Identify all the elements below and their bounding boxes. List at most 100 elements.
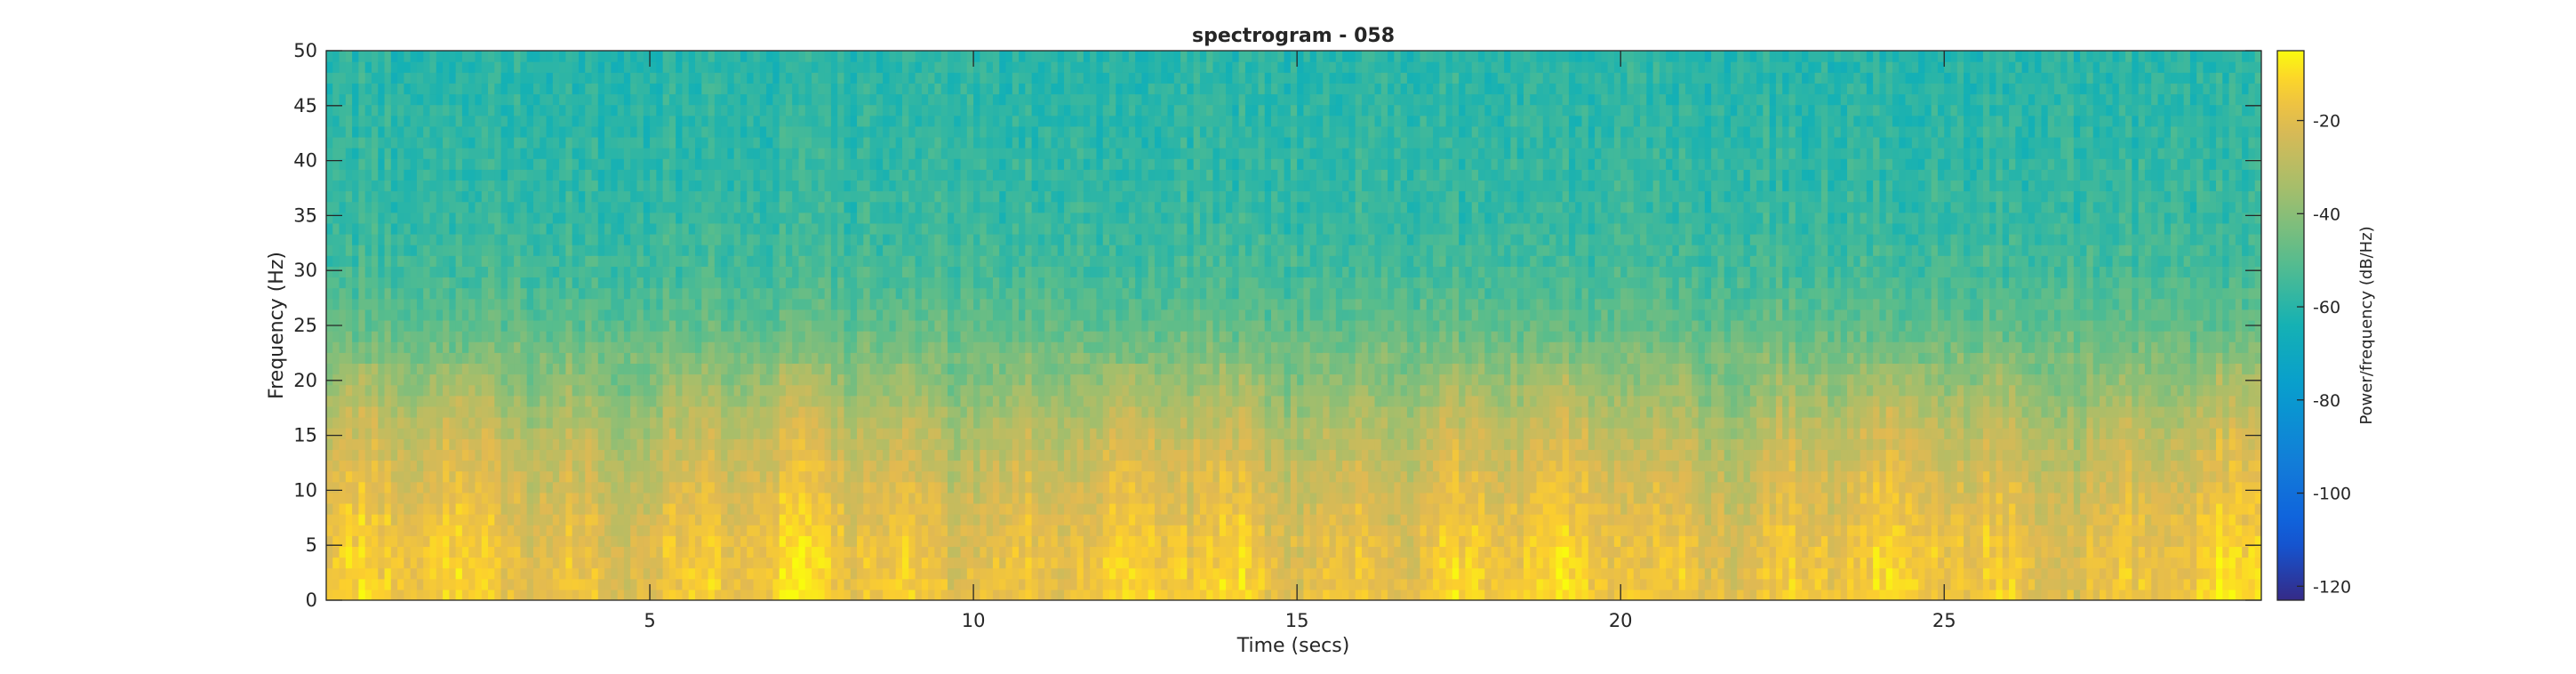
heatmap-cell (559, 384, 566, 397)
heatmap-cell (397, 557, 404, 569)
heatmap-cell (947, 125, 955, 138)
heatmap-cell (830, 51, 838, 62)
heatmap-cell (662, 158, 670, 170)
heatmap-cell (352, 169, 359, 181)
heatmap-cell (604, 492, 612, 504)
heatmap-cell (540, 93, 548, 106)
heatmap-cell (384, 492, 392, 504)
heatmap-cell (630, 481, 638, 493)
heatmap-cell (532, 525, 540, 536)
heatmap-cell (824, 169, 832, 181)
heatmap-cell (708, 266, 716, 278)
heatmap-cell (695, 438, 702, 450)
heatmap-cell (559, 481, 566, 493)
heatmap-cell (352, 298, 359, 310)
heatmap-cell (695, 567, 702, 580)
heatmap-cell (812, 405, 819, 418)
heatmap-cell (371, 384, 379, 397)
heatmap-cell (565, 578, 573, 590)
heatmap-cell (733, 546, 741, 558)
heatmap-cell (740, 104, 748, 116)
heatmap-cell (954, 589, 962, 600)
heatmap-cell (371, 481, 379, 493)
heatmap-cell (526, 309, 534, 321)
heatmap-cell (585, 319, 593, 332)
heatmap-cell (449, 287, 457, 300)
heatmap-cell (416, 438, 424, 450)
heatmap-cell (423, 169, 431, 181)
heatmap-cell (500, 104, 508, 116)
heatmap-cell (410, 341, 418, 353)
heatmap-cell (481, 222, 489, 235)
heatmap-cell (339, 438, 347, 450)
heatmap-cell (423, 449, 431, 461)
heatmap-cell (520, 417, 528, 429)
heatmap-cell (604, 180, 612, 192)
heatmap-cell (779, 535, 787, 548)
heatmap-cell (883, 266, 891, 278)
heatmap-cell (721, 557, 729, 569)
heatmap-cell (507, 201, 515, 213)
heatmap-cell (540, 309, 548, 321)
heatmap-cell (604, 331, 612, 342)
heatmap-cell (889, 395, 897, 407)
heatmap-cell (818, 395, 826, 407)
heatmap-cell (940, 405, 948, 418)
heatmap-cell (863, 201, 871, 213)
heatmap-cell (494, 417, 502, 429)
heatmap-cell (507, 115, 515, 127)
heatmap-cell (397, 298, 404, 310)
heatmap-cell (830, 428, 838, 439)
heatmap-cell (455, 234, 463, 245)
heatmap-cell (733, 169, 741, 181)
heatmap-cell (772, 578, 780, 590)
heatmap-cell (475, 125, 483, 138)
heatmap-cell (883, 115, 891, 127)
heatmap-cell (915, 578, 923, 590)
heatmap-cell (565, 546, 573, 558)
heatmap-cell (597, 245, 605, 256)
heatmap-cell (423, 567, 431, 580)
heatmap-cell (358, 417, 366, 429)
heatmap-cell (779, 514, 787, 526)
heatmap-cell (468, 222, 476, 235)
heatmap-cell (352, 514, 359, 526)
heatmap-cell (844, 266, 852, 278)
heatmap-cell (643, 61, 651, 73)
heatmap-cell (384, 125, 392, 138)
heatmap-cell (449, 363, 457, 375)
heatmap-cell (494, 83, 502, 95)
heatmap-cell (559, 287, 566, 300)
heatmap-cell (494, 395, 502, 407)
heatmap-cell (371, 470, 379, 483)
heatmap-cell (532, 136, 540, 148)
heatmap-cell (954, 115, 962, 127)
heatmap-cell (668, 352, 676, 365)
heatmap-cell (410, 502, 418, 515)
heatmap-cell (332, 201, 340, 213)
heatmap-cell (591, 417, 599, 429)
heatmap-cell (798, 589, 806, 600)
heatmap-cell (792, 255, 800, 267)
heatmap-cell (662, 535, 670, 548)
heatmap-cell (636, 125, 644, 138)
heatmap-cell (804, 125, 812, 138)
heatmap-cell (532, 309, 540, 321)
heatmap-cell (753, 115, 761, 127)
heatmap-cell (772, 319, 780, 332)
heatmap-cell (585, 190, 593, 203)
heatmap-cell (785, 373, 793, 386)
heatmap-cell (390, 309, 398, 321)
heatmap-cell (844, 245, 852, 256)
heatmap-cell (332, 245, 340, 256)
heatmap-cell (643, 352, 651, 365)
heatmap-cell (656, 405, 664, 418)
heatmap-cell (668, 492, 676, 504)
heatmap-cell (857, 83, 864, 95)
heatmap-cell (954, 460, 962, 472)
heatmap-cell (863, 222, 871, 235)
heatmap-cell (721, 438, 729, 450)
heatmap-cell (461, 222, 469, 235)
heatmap-cell (371, 169, 379, 181)
heatmap-cell (475, 384, 483, 397)
